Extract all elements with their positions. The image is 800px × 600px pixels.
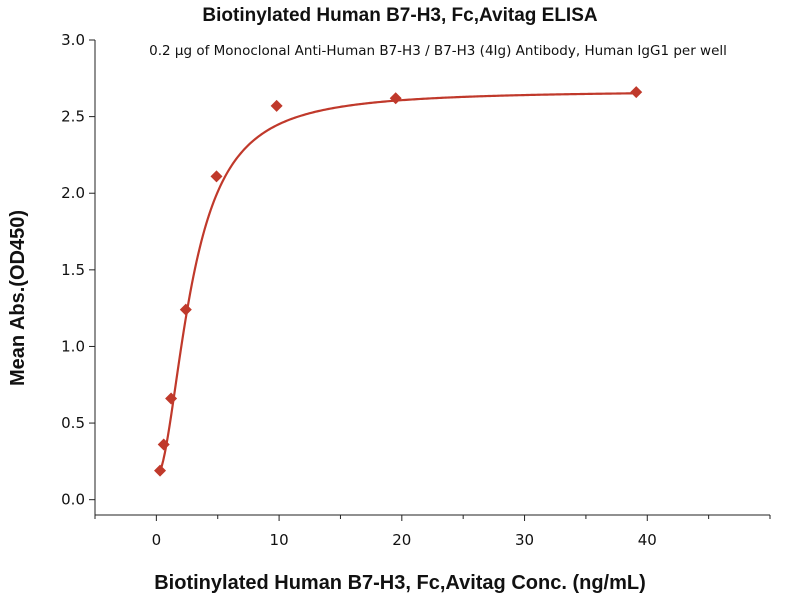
fit-curve [159,92,637,472]
y-tick-label: 2.0 [61,184,85,202]
x-tick-label: 40 [638,531,657,549]
data-point [165,392,178,405]
data-points-layer [154,86,643,477]
y-tick-label: 2.5 [61,108,85,126]
x-tick-label: 20 [392,531,411,549]
x-axis: 0 10 20 30 40 [94,514,771,549]
x-axis-label: Biotinylated Human B7-H3, Fc,Avitag Conc… [154,572,646,594]
data-point [630,86,643,99]
x-tick-label: 30 [515,531,534,549]
y-axis: 0.0 0.5 1.0 1.5 2.0 2.5 3.0 [61,31,96,515]
data-point [389,92,402,105]
chart-subtitle: 0.2 μg of Monoclonal Anti-Human B7-H3 / … [149,43,727,59]
data-point [179,303,192,316]
y-tick-label: 1.5 [61,261,85,279]
chart-title: Biotinylated Human B7-H3, Fc,Avitag ELIS… [202,5,597,26]
data-point [157,438,170,451]
fit-curve-layer [159,92,637,472]
data-point [154,464,167,477]
x-tick-label: 10 [270,531,289,549]
data-point [270,99,283,112]
y-tick-label: 0.5 [61,414,85,432]
data-point [210,170,223,183]
x-tick-label: 0 [152,531,162,549]
y-axis-label: Mean Abs.(OD450) [7,210,29,386]
y-tick-label: 3.0 [61,31,85,49]
y-tick-label: 0.0 [61,491,85,509]
y-tick-label: 1.0 [61,337,85,355]
